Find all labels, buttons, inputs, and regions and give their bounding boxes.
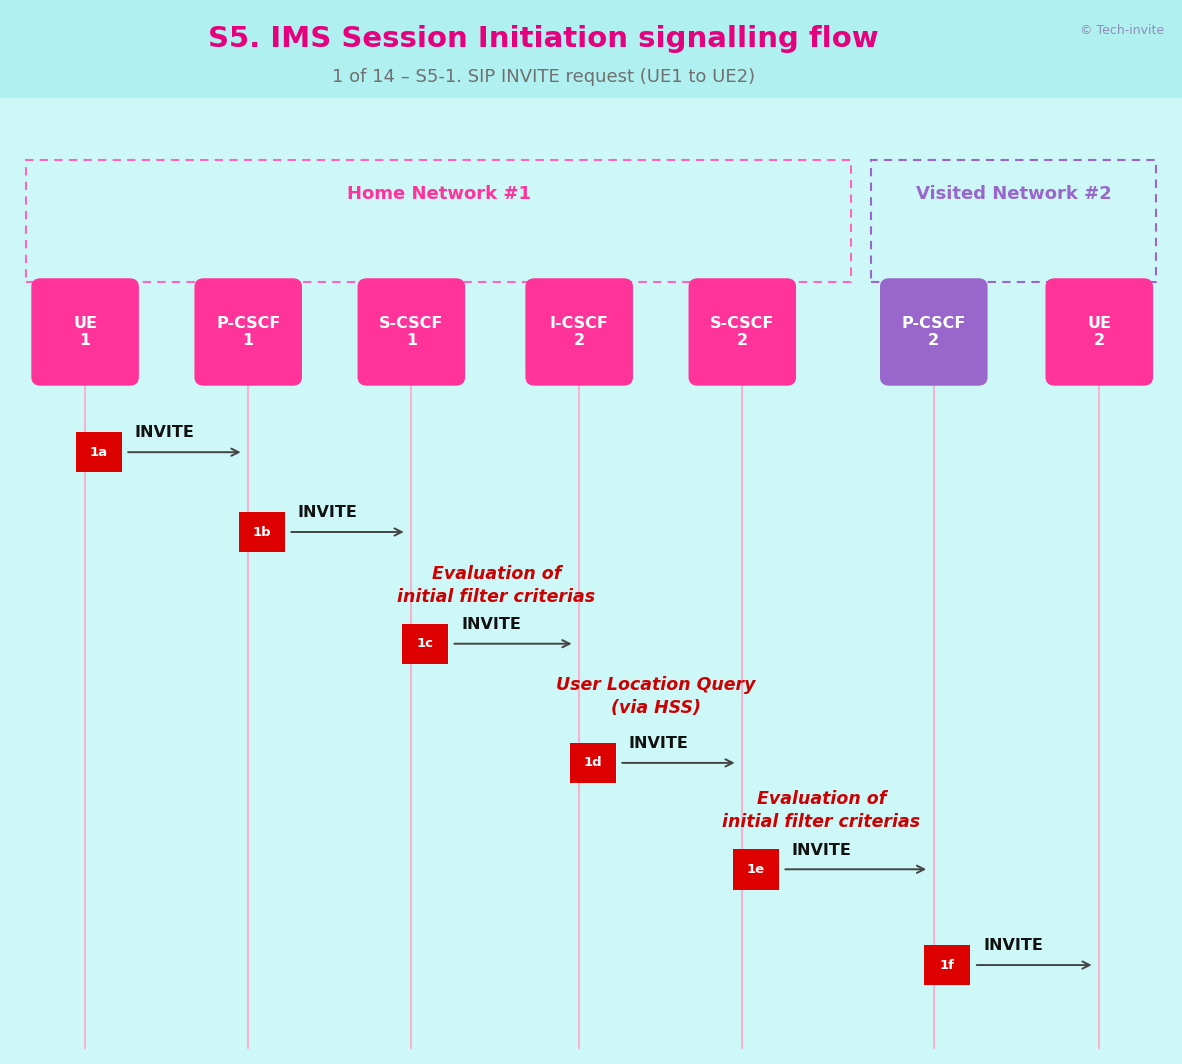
Text: User Location Query
(via HSS): User Location Query (via HSS) (557, 677, 755, 717)
Text: © Tech-invite: © Tech-invite (1080, 24, 1164, 37)
FancyBboxPatch shape (688, 279, 797, 386)
Text: Home Network #1: Home Network #1 (346, 185, 531, 203)
Text: 1 of 14 – S5-1. SIP INVITE request (UE1 to UE2): 1 of 14 – S5-1. SIP INVITE request (UE1 … (332, 68, 755, 85)
Text: 1a: 1a (90, 446, 108, 459)
Text: P-CSCF
2: P-CSCF 2 (902, 316, 966, 348)
Text: INVITE: INVITE (983, 938, 1044, 953)
Text: Evaluation of
initial filter criterias: Evaluation of initial filter criterias (397, 565, 596, 605)
Text: 1f: 1f (940, 959, 955, 971)
FancyBboxPatch shape (357, 279, 465, 386)
FancyBboxPatch shape (1045, 279, 1152, 386)
Text: 1b: 1b (253, 526, 271, 538)
Text: 1d: 1d (584, 757, 602, 769)
Bar (26, 160, 851, 282)
Text: INVITE: INVITE (298, 505, 358, 520)
FancyBboxPatch shape (570, 743, 616, 783)
Text: S-CSCF
1: S-CSCF 1 (379, 316, 443, 348)
Text: UE
2: UE 2 (1087, 316, 1111, 348)
Text: 1e: 1e (747, 863, 765, 876)
FancyBboxPatch shape (924, 945, 970, 985)
FancyBboxPatch shape (239, 512, 285, 552)
Text: I-CSCF
2: I-CSCF 2 (550, 316, 609, 348)
FancyBboxPatch shape (76, 432, 122, 472)
Text: INVITE: INVITE (461, 617, 521, 632)
Text: Visited Network #2: Visited Network #2 (916, 185, 1111, 203)
Text: S5. IMS Session Initiation signalling flow: S5. IMS Session Initiation signalling fl… (208, 26, 879, 53)
Text: 1c: 1c (416, 637, 434, 650)
Text: P-CSCF
1: P-CSCF 1 (216, 316, 280, 348)
FancyBboxPatch shape (879, 279, 988, 386)
FancyBboxPatch shape (525, 279, 634, 386)
Text: S-CSCF
2: S-CSCF 2 (710, 316, 774, 348)
Text: INVITE: INVITE (629, 736, 689, 751)
Bar (871, 160, 1156, 282)
Text: Evaluation of
initial filter criterias: Evaluation of initial filter criterias (722, 791, 921, 831)
Text: INVITE: INVITE (792, 843, 852, 858)
FancyBboxPatch shape (31, 279, 139, 386)
FancyBboxPatch shape (194, 279, 301, 386)
Text: INVITE: INVITE (135, 426, 195, 440)
FancyBboxPatch shape (733, 849, 779, 890)
Bar (0, 0, 1182, 98)
FancyBboxPatch shape (402, 624, 448, 664)
Text: UE
1: UE 1 (73, 316, 97, 348)
